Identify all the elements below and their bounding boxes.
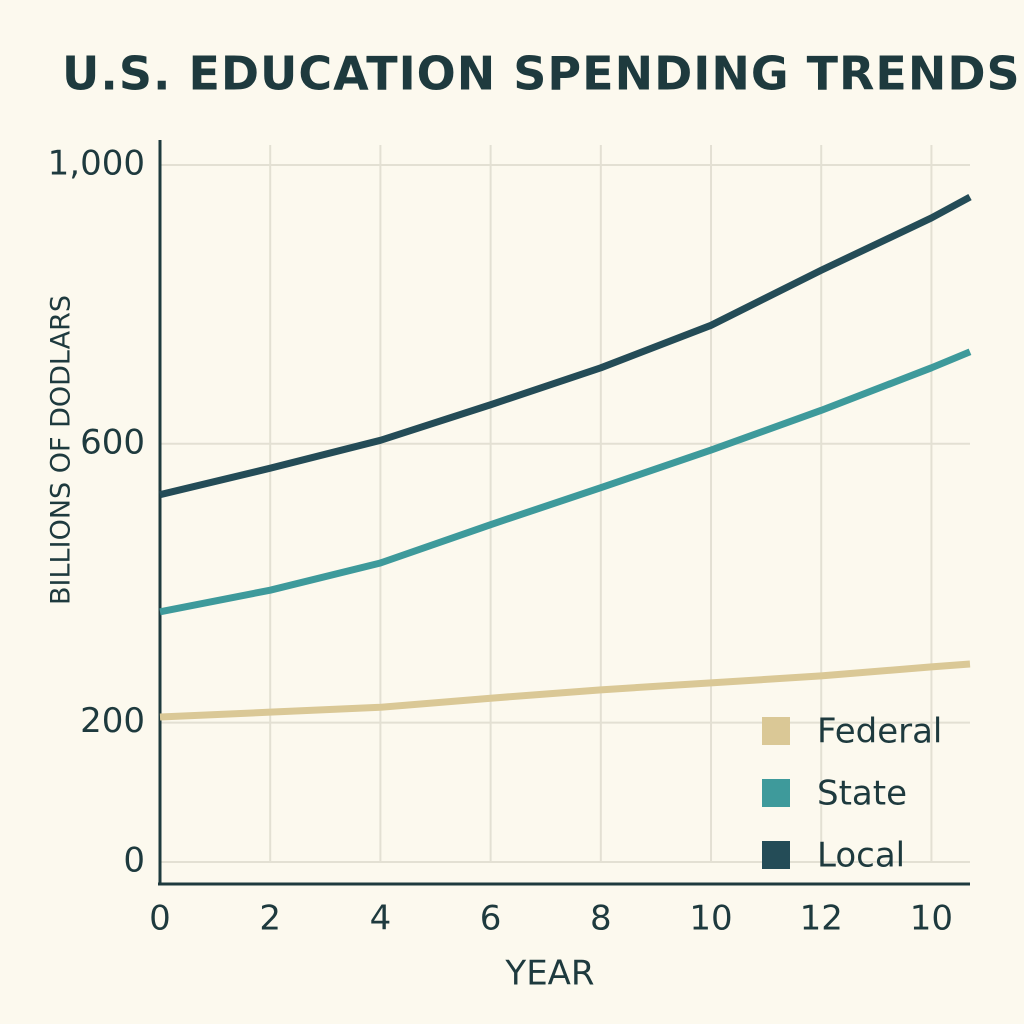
chart-title: U.S. EDUCATION SPENDING TRENDS <box>62 47 1021 101</box>
data-line <box>159 348 972 616</box>
x-tick-label: 8 <box>590 899 612 939</box>
data-line <box>159 660 971 721</box>
legend-label: Local <box>817 836 905 876</box>
y-axis-label: BILLIONS OF DODLARS <box>46 295 77 605</box>
x-tick-label: 2 <box>259 899 281 939</box>
legend-label: State <box>817 774 907 814</box>
legend-swatch <box>762 717 790 745</box>
x-tick-label: 12 <box>800 899 843 939</box>
y-tick-label: 200 <box>80 701 145 741</box>
x-tick-label: 10 <box>910 899 953 939</box>
x-tick-label: 0 <box>149 899 171 939</box>
data-line <box>159 193 972 499</box>
x-tick-label: 6 <box>480 899 502 939</box>
legend-swatch <box>762 779 790 807</box>
x-tick-label: 4 <box>370 899 392 939</box>
y-tick-label: 1,000 <box>48 144 145 184</box>
legend-swatch <box>762 841 790 869</box>
x-tick-label: 10 <box>689 899 732 939</box>
x-axis-label: YEAR <box>504 954 594 994</box>
y-tick-label: 600 <box>80 422 145 462</box>
legend-label: Federal <box>817 712 942 752</box>
y-tick-label: 0 <box>123 841 145 881</box>
